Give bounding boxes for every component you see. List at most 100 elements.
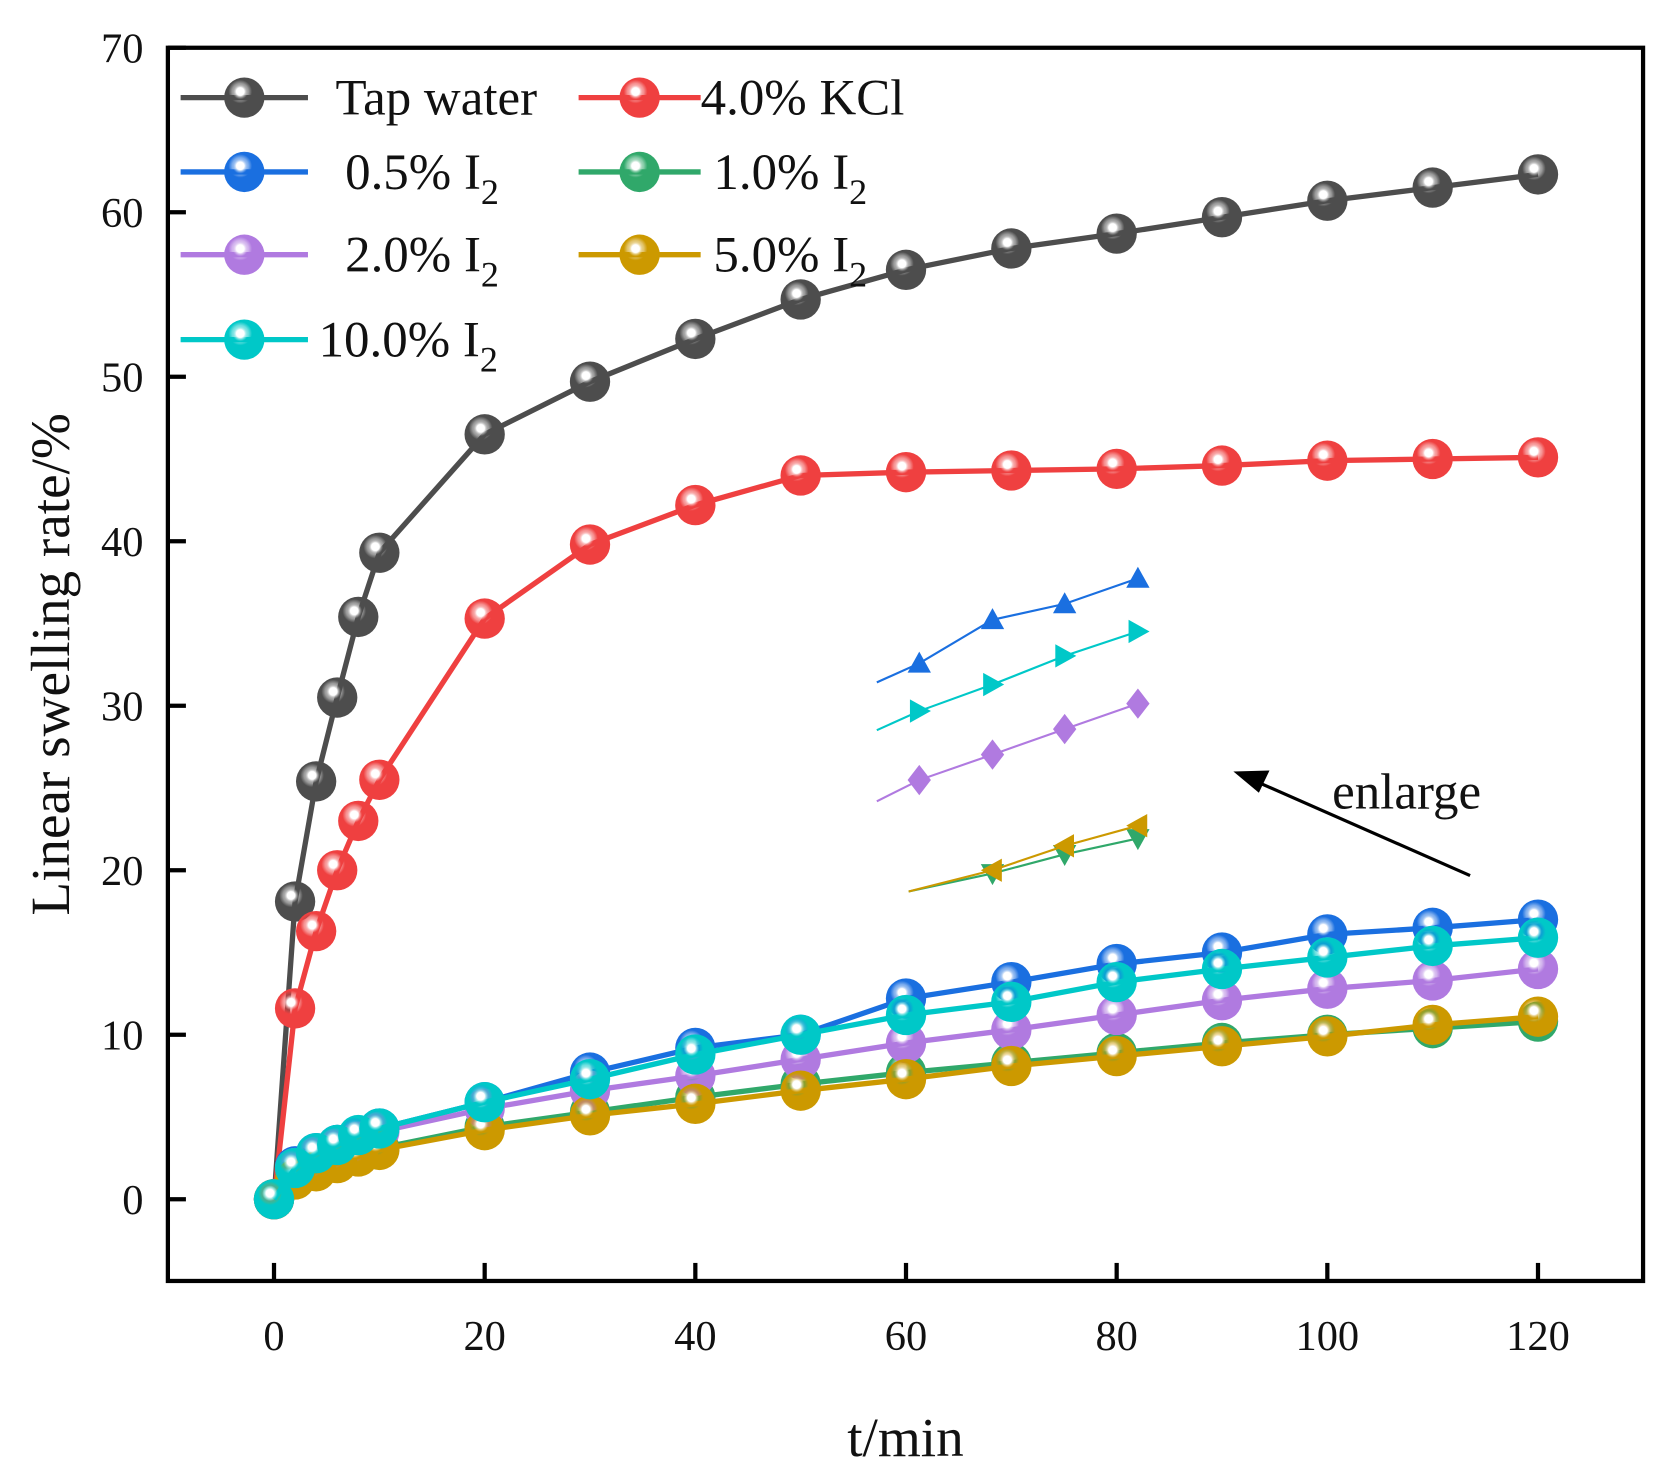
data-point bbox=[1517, 437, 1559, 478]
data-point bbox=[1201, 445, 1243, 486]
data-point bbox=[359, 532, 400, 573]
series-group bbox=[253, 154, 1559, 1220]
legend-label: 4.0% KCl bbox=[701, 71, 905, 127]
inset-marker bbox=[1052, 834, 1075, 858]
y-tick-label: 70 bbox=[101, 26, 143, 73]
data-point bbox=[359, 1108, 400, 1149]
legend-item: 2.0% I2 bbox=[180, 228, 499, 295]
data-point bbox=[1307, 180, 1348, 221]
axis-ticks: 0 20 40 60 80 100 120 0 10 20 30 40 50 60 70 bbox=[101, 26, 1570, 1360]
data-point bbox=[464, 414, 505, 455]
inset-marker bbox=[980, 608, 1005, 630]
inset-marker bbox=[1055, 644, 1077, 668]
inset-marker bbox=[980, 739, 1005, 770]
data-point bbox=[1412, 925, 1453, 967]
x-tick-label: 80 bbox=[1095, 1313, 1137, 1360]
data-point bbox=[1201, 948, 1243, 990]
enlarged-inset bbox=[876, 566, 1150, 893]
data-point bbox=[1201, 197, 1243, 238]
data-point bbox=[780, 279, 821, 320]
inset-line bbox=[908, 824, 1139, 893]
data-point bbox=[295, 910, 337, 952]
x-tick-label: 60 bbox=[885, 1313, 927, 1360]
x-axis-label: t/min bbox=[847, 1407, 964, 1468]
enlarge-label: enlarge bbox=[1332, 765, 1481, 821]
series-1 bbox=[253, 437, 1559, 1220]
data-point bbox=[1412, 167, 1453, 208]
data-point bbox=[1096, 213, 1137, 254]
legend-label: 1.0% I2 bbox=[713, 145, 867, 212]
data-point bbox=[464, 1109, 505, 1151]
inset-marker bbox=[1126, 566, 1150, 588]
y-axis-label: Linear swelling rate/% bbox=[20, 413, 81, 915]
data-point bbox=[1096, 994, 1137, 1036]
legend-item: 1.0% I2 bbox=[578, 145, 867, 212]
legend-item: 0.5% I2 bbox=[180, 145, 499, 212]
data-point bbox=[1517, 154, 1559, 195]
inset-marker bbox=[1126, 688, 1150, 719]
data-point bbox=[1201, 1026, 1243, 1067]
legend-marker bbox=[619, 77, 660, 118]
data-point bbox=[780, 1070, 821, 1111]
y-tick-label: 30 bbox=[101, 684, 143, 731]
legend-marker bbox=[224, 77, 265, 118]
legend-label: 2.0% I2 bbox=[345, 228, 499, 295]
data-point bbox=[991, 450, 1032, 491]
legend-label: 10.0% I2 bbox=[319, 313, 498, 380]
data-point bbox=[317, 850, 358, 891]
inset-line bbox=[908, 837, 1139, 893]
data-point bbox=[295, 761, 337, 802]
inset-marker bbox=[1052, 713, 1077, 745]
data-point bbox=[1307, 937, 1348, 978]
data-point bbox=[1412, 1004, 1453, 1046]
data-point bbox=[991, 1045, 1032, 1087]
legend-marker bbox=[224, 234, 265, 275]
data-point bbox=[569, 1059, 611, 1100]
data-point bbox=[1517, 996, 1559, 1037]
data-point bbox=[1412, 960, 1453, 1001]
data-point bbox=[675, 1083, 716, 1125]
legend-label: Tap water bbox=[336, 71, 538, 127]
inset-series bbox=[908, 814, 1148, 893]
data-point bbox=[569, 361, 611, 402]
data-point bbox=[885, 994, 927, 1036]
data-point bbox=[885, 249, 927, 290]
data-point bbox=[317, 677, 358, 718]
data-point bbox=[569, 524, 611, 565]
y-tick-label: 0 bbox=[122, 1177, 143, 1224]
y-tick-label: 10 bbox=[101, 1013, 143, 1060]
data-point bbox=[675, 484, 716, 526]
legend: Tap water 4.0% KCl 0.5% I2 1.0% I2 2.0% I2 5.… bbox=[180, 71, 905, 380]
legend-marker bbox=[619, 151, 660, 193]
data-point bbox=[464, 598, 505, 639]
data-point bbox=[1096, 448, 1137, 490]
x-tick-label: 100 bbox=[1296, 1313, 1360, 1360]
data-point bbox=[359, 759, 400, 800]
data-point bbox=[253, 1179, 295, 1220]
legend-marker bbox=[224, 319, 265, 360]
data-point bbox=[1412, 438, 1453, 480]
data-point bbox=[780, 455, 821, 496]
y-tick-label: 40 bbox=[101, 519, 143, 566]
x-tick-label: 120 bbox=[1506, 1313, 1570, 1360]
legend-label: 0.5% I2 bbox=[345, 145, 499, 212]
inset-marker bbox=[1126, 814, 1148, 838]
data-point bbox=[1096, 961, 1137, 1003]
inset-series bbox=[876, 619, 1150, 732]
data-point bbox=[675, 1034, 716, 1075]
inset-marker bbox=[1128, 619, 1150, 644]
data-point bbox=[1517, 917, 1559, 958]
y-tick-label: 50 bbox=[101, 355, 143, 402]
data-point bbox=[885, 1059, 927, 1100]
enlarge-annotation: enlarge bbox=[1233, 765, 1481, 878]
data-point bbox=[1201, 980, 1243, 1021]
data-point bbox=[991, 981, 1032, 1023]
data-point bbox=[569, 1095, 611, 1136]
data-point bbox=[675, 318, 716, 360]
legend-item: 4.0% KCl bbox=[578, 71, 905, 127]
series-6 bbox=[253, 917, 1559, 1220]
y-tick-label: 60 bbox=[101, 190, 143, 237]
data-point bbox=[991, 228, 1032, 269]
legend-marker bbox=[224, 151, 265, 193]
inset-marker bbox=[983, 672, 1005, 697]
